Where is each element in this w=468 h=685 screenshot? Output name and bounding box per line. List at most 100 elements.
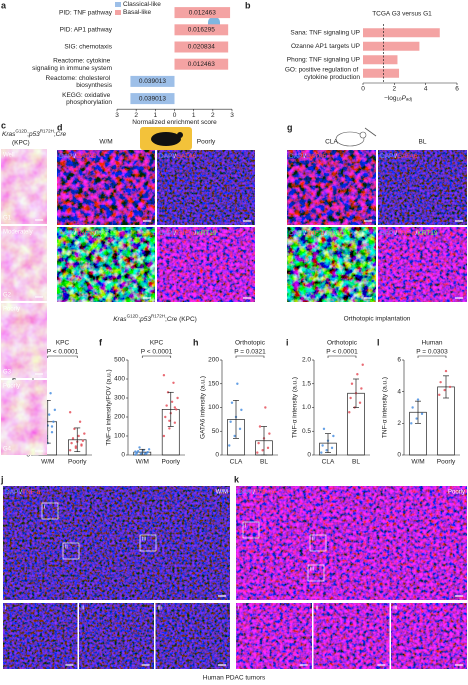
panel-letter: k: [234, 474, 240, 484]
text-segment: Cre: [167, 316, 178, 323]
category-label: GO: positive regulation of cytokine prod…: [285, 66, 361, 80]
text-segment: G12D: [127, 314, 140, 319]
bar: [363, 41, 420, 51]
text-segment: KRT19: [96, 230, 116, 237]
inset-image: [79, 603, 154, 669]
tile-grade: G4: [3, 447, 12, 453]
data-point: [448, 385, 452, 389]
fluorescence-image: [287, 227, 376, 302]
text-segment: /: [95, 230, 97, 237]
chart-title: Human: [422, 340, 443, 347]
inset-box: [62, 542, 80, 560]
panel-letter: h: [193, 337, 199, 347]
data-point: [172, 381, 175, 384]
text-segment: ;: [165, 316, 167, 323]
text-segment: R172H: [151, 314, 165, 319]
x-tick-label: 3: [230, 112, 234, 119]
inset-box: [41, 502, 59, 520]
data-point: [257, 441, 260, 445]
p-value: P < 0.0001: [47, 349, 79, 356]
p-value: P < 0.0001: [141, 349, 173, 356]
text-segment: DAPI: [159, 230, 174, 237]
text-segment: /: [395, 153, 397, 160]
fluorescence-image: [57, 150, 155, 225]
panel-letter: g: [287, 122, 293, 132]
data-point: [165, 404, 168, 407]
data-point: [320, 451, 323, 454]
data-point: [134, 450, 137, 453]
text-segment: /: [395, 230, 397, 237]
data-point: [68, 411, 72, 414]
y-axis-label: TNF-α intensity (a.u.): [292, 377, 299, 438]
error-bar: [325, 433, 331, 453]
fluorescence-image: [157, 227, 255, 302]
text-segment: TNF-α: [76, 230, 95, 237]
x-tick-label: 1: [154, 112, 158, 119]
significance-bracket: [327, 355, 357, 358]
text-segment: /: [74, 230, 76, 237]
category-label: KEGG: oxidative phosphorylation: [62, 92, 112, 106]
data-point: [162, 374, 166, 377]
x-tick-label: 4: [424, 86, 428, 93]
y-tick-label: 0.5: [302, 428, 311, 435]
y-tick-label: 300: [114, 395, 125, 402]
data-point: [173, 421, 177, 424]
data-point: [358, 401, 362, 404]
data-point: [164, 415, 167, 419]
inset-label: i: [245, 524, 246, 530]
inset-image: [155, 603, 230, 669]
data-point: [256, 451, 259, 454]
text-segment: /: [74, 153, 76, 160]
bar-label: 0.012463: [188, 61, 215, 68]
y-tick-label: 0: [307, 452, 311, 459]
tile-grade: G1: [3, 216, 12, 222]
x-tick-label: W/M: [41, 459, 54, 466]
he-image: [1, 149, 47, 224]
text-segment: P: [402, 95, 407, 102]
stain-label: DAPI/GATA6: [59, 153, 97, 160]
text-segment: DAPI: [289, 153, 304, 160]
error-bar: [353, 378, 359, 408]
panel-letter: l: [377, 337, 380, 347]
text-segment: Kras: [2, 131, 16, 138]
data-point: [330, 446, 334, 450]
data-point: [78, 420, 82, 423]
p-value: P < 0.0001: [326, 349, 358, 356]
tile-label: Poorly: [3, 307, 20, 313]
data-point: [258, 425, 262, 428]
data-point: [236, 382, 239, 385]
legend-label: Basal-like: [123, 9, 152, 16]
bar: [174, 24, 229, 36]
he-image: [1, 226, 47, 301]
text-segment: /: [253, 489, 255, 496]
x-tick-label: 6: [455, 86, 459, 93]
x-tick-label: 2: [211, 112, 215, 119]
chart-title: KPC: [150, 340, 164, 347]
bar: [174, 41, 229, 53]
fluorescence-image: [287, 150, 376, 225]
panel-letter: c: [1, 120, 6, 130]
inset-label: ii: [81, 606, 84, 612]
text-segment: TNF-α: [306, 230, 325, 237]
legend-swatch: [115, 10, 121, 15]
text-segment: DAPI: [59, 230, 74, 237]
error-bar: [443, 375, 449, 399]
y-tick-label: 2: [397, 420, 401, 427]
data-point: [230, 401, 234, 404]
text-segment: /: [174, 230, 176, 237]
y-tick-label: 500: [114, 357, 125, 364]
bar-label: 0.039013: [139, 95, 166, 102]
data-point: [415, 417, 418, 420]
genotype-caption: KrasG12D;p53R172H;Cre: [2, 129, 66, 138]
data-point: [322, 427, 326, 431]
column-label: Poorly: [197, 139, 216, 146]
text-segment: ;: [138, 316, 140, 323]
grade-label: W/M: [216, 490, 228, 496]
y-tick-label: 400: [114, 376, 125, 383]
x-axis-label: −log10Padj: [384, 95, 412, 102]
data-point: [74, 445, 78, 448]
stain-label: DAPI/GATA6: [380, 153, 418, 160]
stain-label: DAPI/TNF-α: [5, 489, 41, 496]
stain-label: DAPI/TNF-α/KRT19: [59, 230, 117, 237]
